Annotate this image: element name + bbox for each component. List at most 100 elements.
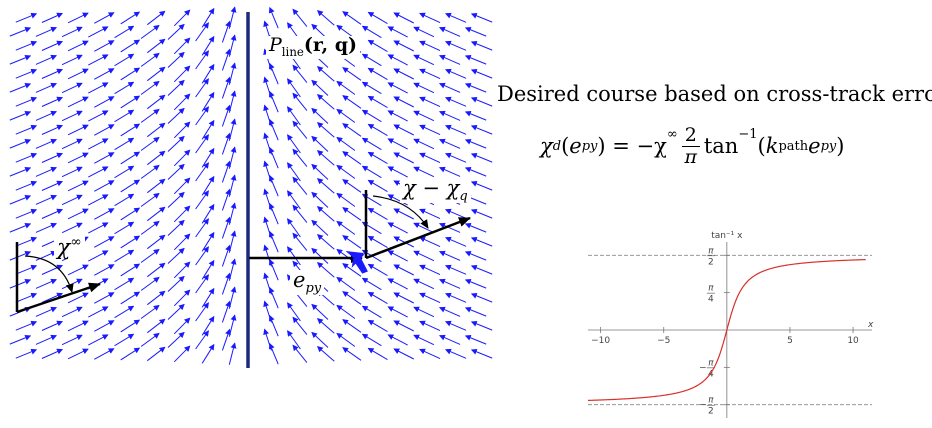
field-arrow [201,175,215,196]
field-arrow [167,331,185,348]
field-arrow [470,40,493,51]
field-arrow [195,78,209,98]
field-arrow [201,259,215,280]
field-arrow [470,348,493,359]
field-arrow [41,152,64,163]
field-arrow [41,96,64,107]
field-arrow [88,26,109,38]
course-arrow [365,216,471,260]
field-arrow [15,180,38,191]
field-arrow [311,303,329,320]
field-arrow [41,180,64,191]
field-arrow [221,132,231,155]
field-arrow [393,348,415,360]
field-arrow [221,76,231,99]
field-arrow [228,202,237,225]
field-arrow [292,92,308,111]
field-arrow [35,278,58,289]
field-arrow [94,320,115,332]
field-arrow [367,263,388,277]
field-arrow [146,262,166,278]
field-arrow [438,278,461,289]
field-arrow [88,222,109,234]
plot-y-tick-num: π [708,246,714,256]
field-arrow [464,306,487,317]
field-arrow [419,320,441,332]
field-arrow [444,320,467,331]
field-arrow [201,63,215,84]
field-arrow [201,147,215,168]
chi-inf-angle-arc [24,255,74,293]
field-arrow [367,39,388,53]
field-arrow [470,96,493,107]
field-arrow [311,79,329,96]
field-arrow [146,346,166,362]
field-arrow [438,334,461,345]
field-arrow [292,148,308,167]
field-arrow [438,250,461,261]
field-arrow [419,348,441,360]
field-arrow [120,263,141,277]
field-arrow [292,316,308,335]
field-arrow [167,79,185,96]
field-arrow [464,138,487,149]
field-arrow [316,94,335,110]
field-arrow [268,62,279,85]
field-arrow [120,11,141,25]
field-arrow [228,34,237,57]
field-arrow [311,135,329,152]
field-arrow [263,244,272,267]
field-arrow [228,314,237,337]
field-arrow [140,108,160,123]
field-arrow [173,345,191,363]
field-arrow [438,26,461,37]
field-arrow [94,292,115,304]
field-arrow [195,330,209,350]
field-arrow [173,149,191,167]
field-arrow [444,264,467,275]
field-arrow [316,122,335,138]
field-arrow [120,123,141,137]
field-arrow [67,40,89,52]
field-arrow [342,151,362,165]
field-arrow [167,51,185,68]
field-arrow [342,263,362,277]
field-arrow [94,40,115,52]
field-arrow [35,54,58,65]
field-arrow [361,25,382,39]
field-arrow [94,348,115,360]
field-arrow [221,48,231,71]
field-arrow [67,348,89,360]
field-arrow [35,110,58,121]
field-arrow [140,248,160,263]
field-arrow [361,277,382,291]
field-arrow [393,236,415,248]
field-arrow [201,287,215,308]
field-arrow [361,81,382,95]
field-arrow [311,247,329,264]
field-arrow [140,24,160,39]
field-arrow [268,202,279,225]
field-arrow [88,166,109,178]
field-arrow [387,334,408,346]
field-arrow [61,334,83,346]
field-arrow [88,110,109,122]
field-arrow [268,146,279,169]
field-arrow [9,26,32,37]
field-arrow [35,26,58,37]
field-arrow [94,124,115,136]
field-arrow [88,250,109,262]
chi-inf-course-arrow [16,282,101,314]
field-arrow [221,188,231,211]
plot-y-tick-sign: − [699,363,707,373]
field-arrow [413,138,435,150]
field-arrow [140,192,160,207]
field-arrow [201,343,215,364]
plot-y-tick-den: 2 [708,407,714,417]
field-arrow [263,300,272,323]
field-arrow [464,166,487,177]
field-arrow [419,208,441,220]
field-arrow [88,54,109,66]
field-arrow [444,40,467,51]
field-arrow [316,10,335,26]
